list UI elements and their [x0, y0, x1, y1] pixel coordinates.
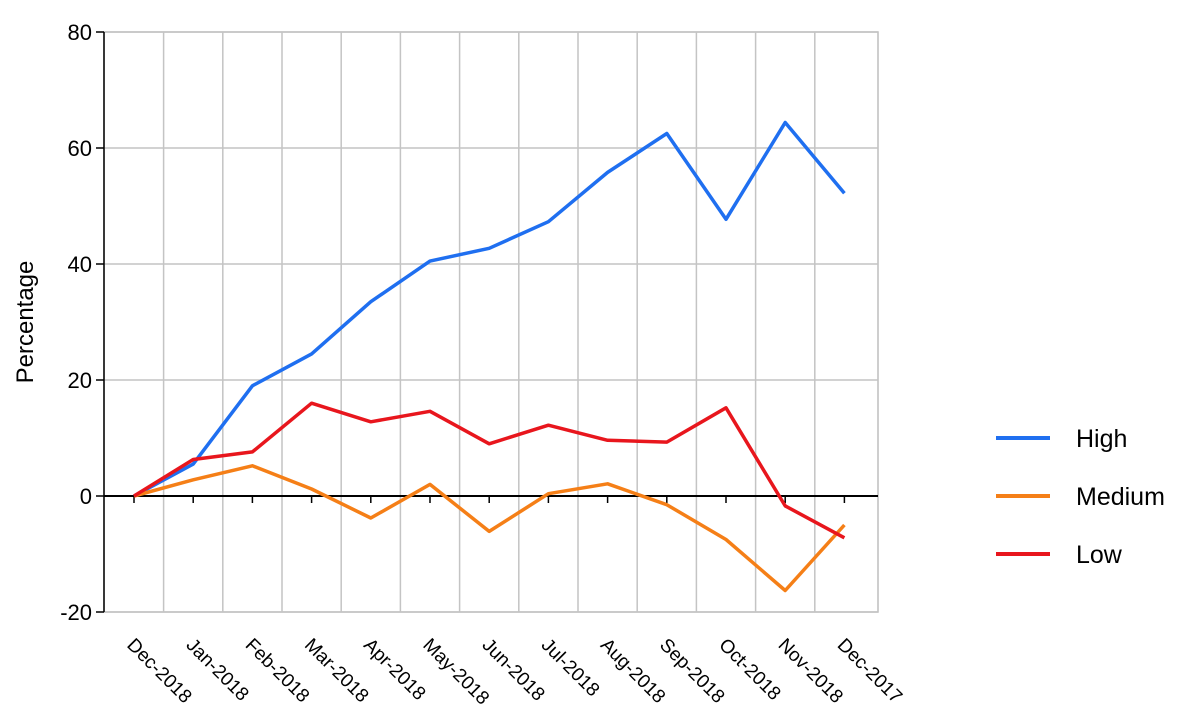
series-line-low	[133, 401, 846, 540]
legend-label-medium: Medium	[1076, 483, 1165, 511]
y-tick-labels: -20 0 20 40 60 80	[60, 20, 92, 625]
series-line-medium	[133, 464, 846, 593]
y-tick-label: 0	[80, 484, 92, 509]
x-tick-label: Dec-2017	[833, 635, 906, 708]
plot-frame	[103, 31, 879, 613]
y-tick-label: 60	[68, 136, 92, 161]
legend: High Medium Low	[996, 425, 1165, 569]
y-tick-label: 20	[68, 368, 92, 393]
y-tick-label: -20	[60, 600, 92, 625]
grid	[104, 31, 878, 613]
series-lines	[133, 120, 846, 593]
y-tick-label: 40	[68, 252, 92, 277]
axes	[96, 31, 878, 613]
series-line-high	[133, 120, 846, 498]
plot-area	[103, 31, 879, 613]
y-axis-title: Percentage	[12, 261, 39, 384]
y-tick-label: 80	[68, 20, 92, 45]
x-tick-label: Mar-2018	[300, 635, 372, 707]
x-tick-label: Feb-2018	[241, 635, 313, 707]
legend-label-high: High	[1076, 425, 1127, 453]
x-tick-labels: Dec-2018Jan-2018Feb-2018Mar-2018Apr-2018…	[122, 635, 906, 710]
legend-label-low: Low	[1076, 541, 1123, 569]
